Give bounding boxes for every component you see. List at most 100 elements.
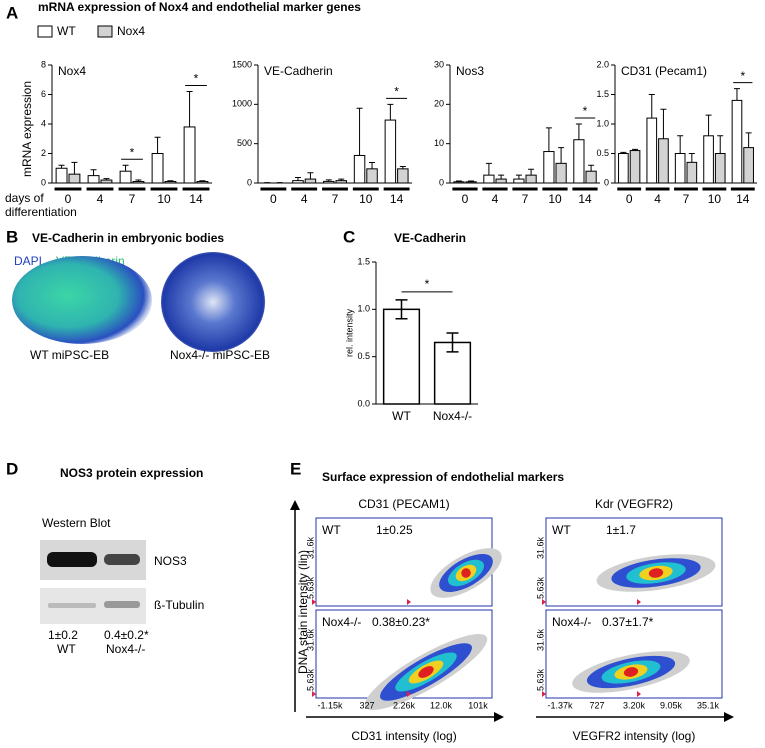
blot-band (47, 552, 97, 567)
x-tick-label: -1.15k (317, 700, 343, 710)
blot-band (48, 603, 96, 608)
error-bar (369, 162, 376, 169)
error-bar (71, 161, 78, 175)
y-tick-label: 0 (604, 177, 609, 187)
x-tick-label: 727 (589, 700, 604, 710)
embryonic-body-image (12, 256, 152, 344)
error-bar (545, 127, 552, 152)
y-tick-label: 2 (41, 148, 46, 158)
bar (555, 162, 567, 184)
bar (743, 147, 754, 184)
y-tick-label: 4 (41, 118, 46, 128)
sample-label: Nox4-/- (552, 615, 591, 629)
y-tick-label: 1.5 (596, 89, 609, 99)
subplot-title: Nos3 (456, 64, 484, 78)
bar (674, 153, 686, 184)
x-tick-label: 14 (736, 192, 750, 206)
error-bar (446, 332, 459, 353)
x-tick-label: 4 (492, 192, 499, 206)
sample-label: WT (552, 523, 571, 537)
panel-title: NOS3 protein expression (60, 466, 203, 480)
bar (731, 99, 743, 184)
y-tick-label: 500 (237, 138, 252, 148)
error-bar (294, 176, 301, 181)
lane-label: WT (57, 642, 76, 656)
error-bar (325, 179, 332, 182)
error-bar (745, 132, 752, 148)
significance-label: * (394, 85, 399, 99)
panel-label: D (6, 459, 18, 478)
x-tick-label: 0 (626, 192, 633, 206)
error-bar (528, 168, 535, 176)
y-tick-label: 0 (41, 177, 46, 187)
y-tick-label: 1.5 (357, 256, 370, 266)
y-tick-label: 2.0 (596, 59, 609, 69)
bar (382, 308, 421, 405)
error-bar (455, 180, 462, 182)
x-tick-label: -1.37k (547, 700, 573, 710)
bar (483, 174, 495, 184)
error-bar (498, 174, 505, 180)
error-bar (705, 114, 712, 136)
plot-title: CD31 (PECAM1) (358, 497, 449, 511)
y-tick-label: 1000 (232, 99, 252, 109)
subplot-title: VE-Cadherin (264, 64, 333, 78)
x-tick-label: 7 (522, 192, 529, 206)
y-tick-label: 1.0 (357, 304, 370, 314)
x-tick-label: 7 (332, 192, 339, 206)
bar (513, 178, 525, 184)
arrow-head (724, 712, 734, 722)
plot-title: Kdr (VEGFR2) (595, 497, 673, 511)
bar (703, 135, 714, 184)
error-bar (717, 135, 724, 154)
error-bar (558, 147, 565, 164)
bar (618, 153, 629, 184)
panel-label: E (290, 459, 301, 478)
bar (353, 154, 366, 184)
y-tick-label: 30 (434, 59, 444, 69)
error-bar (199, 180, 206, 182)
blot-band (104, 554, 140, 565)
x-tick-label: Nox4-/- (433, 409, 472, 423)
error-bar (677, 135, 684, 154)
y-tick-label: 5.63k (535, 576, 545, 599)
bar (397, 168, 409, 184)
x-tick-label: 0 (65, 192, 72, 206)
bar (384, 119, 397, 184)
bar (543, 151, 555, 184)
error-bar (307, 172, 314, 180)
x-tick-label: 35.1k (697, 700, 720, 710)
x-axis-label: VEGFR2 intensity (log) (573, 729, 696, 743)
error-bar (186, 91, 193, 127)
sample-label: WT (322, 523, 341, 537)
significance-label: * (740, 69, 745, 83)
x-tick-label: WT (392, 409, 411, 423)
legend-swatch (97, 25, 113, 38)
x-axis-label: CD31 intensity (log) (351, 729, 456, 743)
x-tick-label: 0 (270, 192, 277, 206)
significance-label: * (194, 72, 199, 86)
sample-value: 0.38±0.23* (372, 615, 430, 629)
image-label: WT miPSC-EB (30, 348, 109, 362)
x-tick-label: 14 (390, 192, 404, 206)
bar (585, 170, 597, 184)
bar (714, 153, 726, 184)
y-axis-label: rel. intensity (344, 308, 354, 357)
significance-label: * (425, 277, 430, 291)
embryonic-body-image (161, 252, 265, 352)
y-tick-label: 31.6k (305, 628, 315, 651)
y-tick-label: 0.5 (357, 351, 370, 361)
density-region (648, 568, 664, 578)
y-tick-label: 0.0 (357, 398, 370, 408)
y-tick-label: 0.5 (596, 148, 609, 158)
bar (686, 161, 698, 184)
blot-band (104, 601, 140, 608)
chart-title: VE-Cadherin (394, 231, 466, 245)
quant-label: 1±0.2 (48, 628, 78, 642)
x-tick-label: 12.0k (430, 700, 453, 710)
panel-label: C (343, 227, 355, 246)
x-tick-label: 10 (359, 192, 373, 206)
error-bar (90, 169, 97, 176)
density-region (418, 666, 434, 678)
